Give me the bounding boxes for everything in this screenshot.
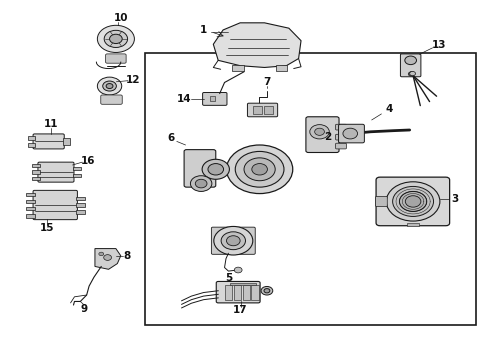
Bar <box>73 174 81 177</box>
Circle shape <box>392 186 434 216</box>
Circle shape <box>104 30 127 48</box>
Circle shape <box>208 163 223 175</box>
Text: 2: 2 <box>324 132 331 142</box>
Circle shape <box>310 125 329 139</box>
Circle shape <box>264 289 270 293</box>
Circle shape <box>103 81 116 91</box>
Bar <box>26 200 35 203</box>
Text: 5: 5 <box>225 273 232 283</box>
Text: 12: 12 <box>126 75 140 85</box>
Bar <box>210 96 215 102</box>
FancyBboxPatch shape <box>101 95 122 104</box>
FancyBboxPatch shape <box>400 54 421 77</box>
Bar <box>26 214 35 217</box>
Circle shape <box>104 255 112 260</box>
FancyBboxPatch shape <box>184 150 216 187</box>
Circle shape <box>226 145 293 194</box>
Bar <box>251 285 259 300</box>
Bar <box>76 210 85 214</box>
Circle shape <box>405 56 416 64</box>
FancyBboxPatch shape <box>33 134 64 149</box>
Circle shape <box>410 71 416 76</box>
Bar <box>145 53 476 325</box>
Circle shape <box>98 77 122 95</box>
Bar <box>31 177 40 180</box>
FancyBboxPatch shape <box>38 162 74 182</box>
Text: 4: 4 <box>385 104 392 114</box>
Circle shape <box>202 159 229 179</box>
Circle shape <box>252 163 268 175</box>
Circle shape <box>234 267 242 273</box>
Bar <box>407 223 419 226</box>
FancyBboxPatch shape <box>202 93 227 105</box>
FancyBboxPatch shape <box>306 117 339 153</box>
FancyBboxPatch shape <box>339 124 365 143</box>
Circle shape <box>221 232 245 249</box>
Bar <box>26 193 35 196</box>
Text: 16: 16 <box>81 157 96 166</box>
Bar <box>232 65 244 71</box>
Text: 8: 8 <box>123 251 131 261</box>
Circle shape <box>405 196 421 207</box>
Bar <box>76 197 85 201</box>
Circle shape <box>106 84 113 89</box>
Circle shape <box>98 25 134 53</box>
FancyBboxPatch shape <box>336 134 346 140</box>
Bar <box>76 203 85 207</box>
Circle shape <box>110 34 122 44</box>
Circle shape <box>191 176 212 192</box>
Bar <box>243 285 250 300</box>
Bar <box>230 283 256 285</box>
FancyBboxPatch shape <box>216 282 260 303</box>
Bar <box>26 207 35 210</box>
Text: 9: 9 <box>81 303 88 314</box>
Bar <box>253 106 262 114</box>
Text: 6: 6 <box>167 133 174 143</box>
Circle shape <box>386 182 440 221</box>
Text: 3: 3 <box>451 194 458 203</box>
Circle shape <box>244 158 275 181</box>
Text: 15: 15 <box>40 223 54 233</box>
Circle shape <box>261 287 273 295</box>
Polygon shape <box>213 23 301 67</box>
Bar <box>28 143 35 147</box>
Polygon shape <box>95 249 121 269</box>
Circle shape <box>235 152 284 187</box>
Bar <box>63 138 70 145</box>
Text: 11: 11 <box>44 119 58 129</box>
FancyBboxPatch shape <box>336 124 346 130</box>
FancyBboxPatch shape <box>336 143 346 149</box>
Text: 14: 14 <box>177 94 192 104</box>
Bar <box>31 170 40 174</box>
Text: 1: 1 <box>200 25 207 35</box>
Circle shape <box>315 128 324 135</box>
Circle shape <box>408 72 414 76</box>
Circle shape <box>226 236 240 246</box>
Text: 17: 17 <box>233 305 248 315</box>
Text: 13: 13 <box>432 40 446 50</box>
Text: 7: 7 <box>264 77 271 87</box>
Circle shape <box>343 128 358 139</box>
FancyBboxPatch shape <box>211 227 255 254</box>
Text: 10: 10 <box>114 13 128 23</box>
Bar <box>265 106 273 114</box>
Bar <box>234 285 241 300</box>
Bar <box>225 285 232 300</box>
Circle shape <box>409 72 415 76</box>
Bar <box>73 167 81 170</box>
Circle shape <box>99 252 104 256</box>
FancyBboxPatch shape <box>375 197 387 206</box>
FancyBboxPatch shape <box>247 103 278 117</box>
FancyBboxPatch shape <box>376 177 450 226</box>
Bar <box>276 65 288 71</box>
Circle shape <box>214 226 253 255</box>
Circle shape <box>196 179 207 188</box>
FancyBboxPatch shape <box>106 54 126 63</box>
FancyBboxPatch shape <box>33 190 77 220</box>
Bar <box>28 136 35 140</box>
Bar <box>31 164 40 167</box>
Circle shape <box>399 192 427 211</box>
